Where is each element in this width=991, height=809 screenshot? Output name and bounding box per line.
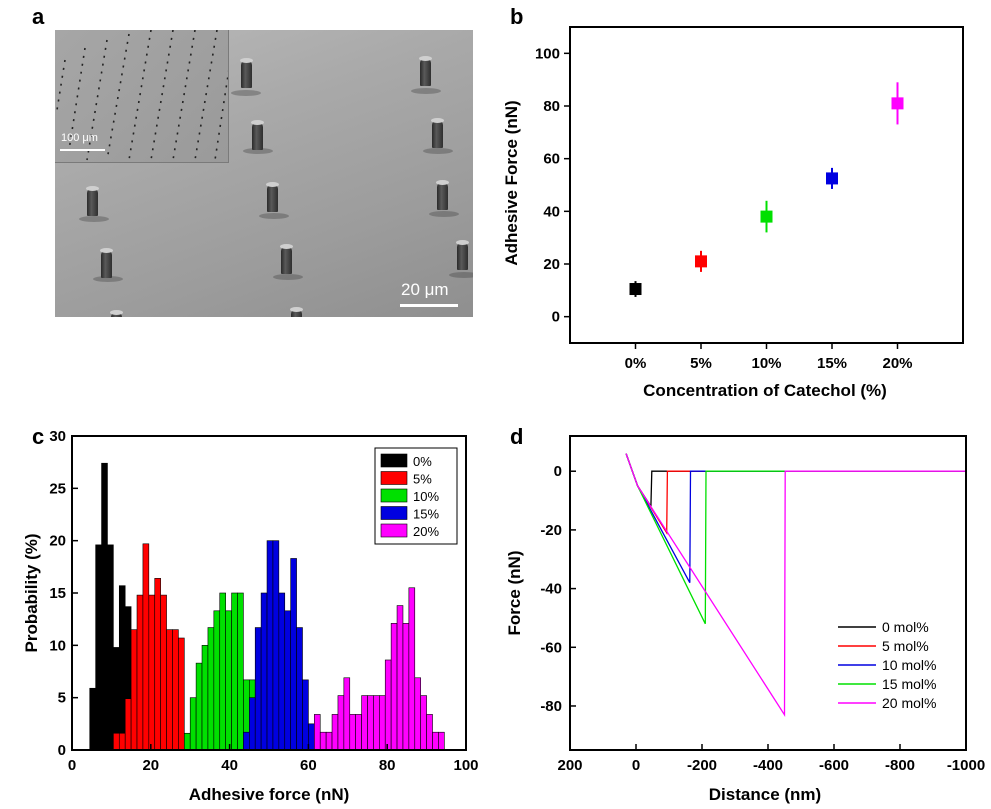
- chart-b-xtick-label: 0%: [625, 355, 647, 372]
- chart-b-point: [826, 172, 838, 185]
- chart-c-xtick-label: 20: [142, 757, 159, 774]
- chart-c-legend-swatch: [380, 506, 408, 520]
- micropillar: [436, 180, 449, 210]
- micropillar: [251, 120, 264, 150]
- chart-c-xtick-label: 80: [379, 757, 396, 774]
- micropillar: [431, 118, 444, 148]
- chart-c-legend-swatch: [380, 453, 408, 468]
- sem-micrograph: 100 μm 20 μm: [55, 30, 473, 317]
- micropillar: [110, 310, 123, 317]
- panel-b-letter: b: [510, 4, 524, 29]
- micropillar: [280, 244, 293, 274]
- sem-inset: 100 μm: [55, 30, 236, 163]
- micropillar: [419, 56, 432, 86]
- chart-d-ytick-label: 0: [554, 463, 562, 480]
- chart-b-ytick-label: 100: [535, 45, 560, 62]
- chart-c-legend-label: 15%: [413, 507, 439, 522]
- chart-c-ylabel: Probability (%): [22, 533, 41, 652]
- chart-d-ylabel: Force (nN): [505, 551, 524, 636]
- chart-d-xtick-label: -400: [753, 757, 783, 774]
- chart-d-xtick-label: -800: [885, 757, 915, 774]
- chart-b-point: [760, 210, 773, 223]
- chart-c-xlabel: Adhesive force (nN): [189, 785, 350, 804]
- panel-c-letter: c: [32, 424, 45, 449]
- chart-c-legend-label: 20%: [413, 524, 439, 539]
- micropillar: [240, 58, 253, 88]
- chart-b-xtick-label: 15%: [817, 355, 847, 372]
- chart-c-xtick-label: 40: [221, 757, 238, 774]
- chart-c-ytick-label: 25: [49, 480, 66, 497]
- inset-pillar-array: [56, 30, 236, 161]
- chart-c-legend-swatch: [380, 523, 408, 538]
- micropillar: [86, 186, 99, 216]
- chart-d-ytick-label: -40: [540, 581, 562, 598]
- scale-bar: [400, 304, 458, 307]
- chart-d-ytick-label: -60: [540, 639, 562, 656]
- chart-b-ytick-label: 20: [543, 256, 560, 273]
- chart-c-legend-label: 0%: [413, 454, 432, 469]
- inset-scale-label: 100 μm: [61, 132, 98, 144]
- chart-c-xtick-label: 100: [453, 757, 478, 774]
- chart-d-xtick-label: 200: [557, 757, 582, 774]
- chart-d-legend-label: 15 mol%: [882, 676, 936, 692]
- chart-b-ytick-label: 80: [543, 98, 560, 115]
- chart-d-ytick-label: -80: [540, 698, 562, 715]
- chart-d-series-line: [625, 453, 966, 509]
- chart-c-legend-label: 10%: [413, 489, 439, 504]
- chart-d-xtick-label: 0: [632, 757, 640, 774]
- chart-b-ytick-label: 40: [543, 203, 560, 220]
- panel-d-letter: d: [510, 424, 524, 449]
- chart-d-xtick-label: -1000: [947, 757, 985, 774]
- chart-b-ytick-label: 60: [543, 151, 560, 168]
- chart-b-ylabel: Adhesive Force (nN): [502, 100, 521, 265]
- chart-d-series-line: [625, 453, 966, 584]
- chart-d-xtick-label: -600: [819, 757, 849, 774]
- chart-b-xtick-label: 5%: [690, 355, 712, 372]
- scale-bar-label: 20 μm: [401, 280, 449, 299]
- chart-c-ytick-label: 5: [58, 690, 66, 707]
- chart-c-ytick-label: 30: [49, 428, 66, 445]
- micropillar: [266, 182, 279, 212]
- chart-d-legend-label: 5 mol%: [882, 638, 929, 654]
- chart-c-ytick-label: 10: [49, 637, 66, 654]
- chart-c-legend-label: 5%: [413, 472, 432, 487]
- chart-d-series-line: [625, 453, 966, 536]
- chart-b-xtick-label: 20%: [882, 355, 912, 372]
- panel-a-letter: a: [32, 4, 45, 29]
- chart-b-ytick-label: 0: [552, 309, 560, 326]
- chart-d-xlabel: Distance (nm): [709, 785, 821, 804]
- micropillar: [290, 307, 303, 317]
- chart-b-xlabel: Concentration of Catechol (%): [643, 381, 887, 400]
- chart-d-ytick-label: -20: [540, 522, 562, 539]
- chart-b-point: [695, 255, 707, 268]
- chart-c-xtick-label: 60: [300, 757, 317, 774]
- chart-c-legend-swatch: [380, 471, 408, 485]
- chart-b-point: [629, 283, 642, 296]
- micropillar: [100, 248, 113, 278]
- chart-d-legend-label: 0 mol%: [882, 619, 929, 635]
- chart-c-ytick-label: 15: [49, 585, 66, 602]
- chart-c-ytick-label: 20: [49, 533, 66, 550]
- chart-c-ytick-label: 0: [58, 742, 66, 759]
- chart-b-point: [891, 97, 904, 110]
- chart-d-series-line: [625, 453, 966, 718]
- micropillar: [456, 240, 469, 270]
- chart-c-xtick-label: 0: [68, 757, 76, 774]
- chart-c-legend-swatch: [380, 488, 408, 503]
- chart-b-xtick-label: 10%: [751, 355, 781, 372]
- chart-d-legend-label: 10 mol%: [882, 657, 936, 673]
- chart-d-legend-label: 20 mol%: [882, 695, 936, 711]
- chart-d-series-line: [625, 453, 966, 625]
- chart-d-xtick-label: -200: [687, 757, 717, 774]
